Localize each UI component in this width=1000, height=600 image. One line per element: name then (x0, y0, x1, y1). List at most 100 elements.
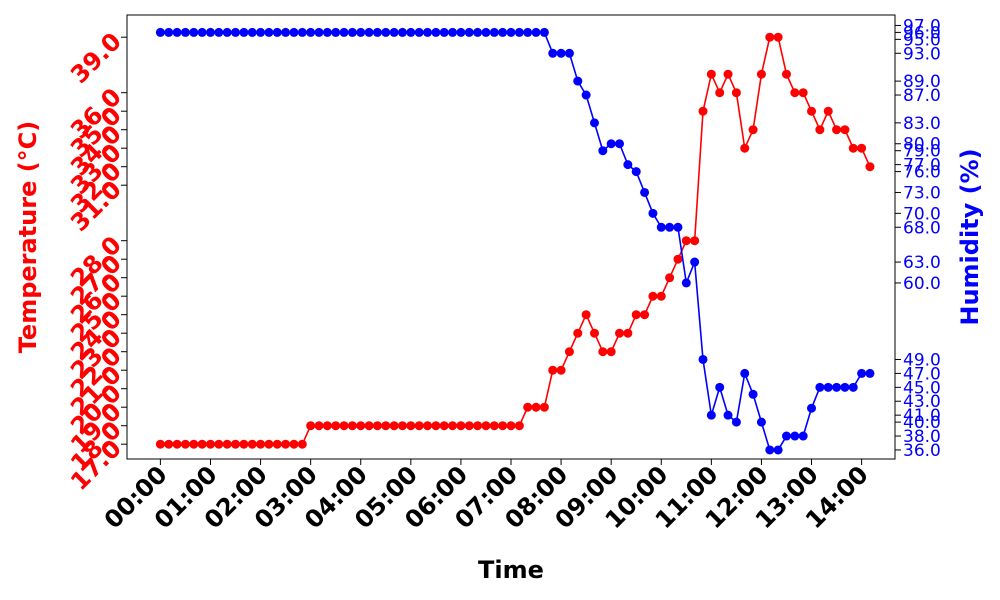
temperature-point (740, 143, 750, 153)
humidity-point (339, 27, 349, 37)
temperature-point (322, 421, 332, 431)
temperature-point (548, 365, 558, 375)
temperature-point (172, 439, 182, 449)
temperature-point (564, 347, 574, 357)
temperature-point (389, 421, 399, 431)
humidity-point (548, 48, 558, 58)
temperature-point (205, 439, 215, 449)
humidity-point (748, 389, 758, 399)
temperature-point (297, 439, 307, 449)
humidity-point (606, 139, 616, 149)
temperature-point (372, 421, 382, 431)
temperature-point (431, 421, 441, 431)
humidity-point (155, 27, 165, 37)
temperature-point (748, 125, 758, 135)
right-tick-label: 96.0 (903, 23, 941, 43)
temperature-point (281, 439, 291, 449)
temperature-point (356, 421, 366, 431)
humidity-point (740, 368, 750, 378)
temperature-point (306, 421, 316, 431)
humidity-point (297, 27, 307, 37)
right-tick-label: 87.0 (903, 86, 941, 106)
humidity-point (372, 27, 382, 37)
right-tick-label: 80.0 (903, 135, 941, 155)
humidity-point (264, 27, 274, 37)
humidity-point (281, 27, 291, 37)
right-tick-label: 60.0 (903, 274, 941, 294)
humidity-point (456, 27, 466, 37)
humidity-point (164, 27, 174, 37)
humidity-point (489, 27, 499, 37)
humidity-point (631, 167, 641, 177)
temperature-point (790, 88, 800, 98)
humidity-point (381, 27, 391, 37)
temperature-point (756, 69, 766, 79)
temperature-point (698, 106, 708, 116)
temperature-point (815, 125, 825, 135)
humidity-point (731, 417, 741, 427)
humidity-point (448, 27, 458, 37)
right-tick-label: 76.0 (903, 163, 941, 183)
humidity-point (665, 222, 675, 232)
humidity-point (231, 27, 241, 37)
humidity-point (573, 76, 583, 86)
temperature-point (264, 439, 274, 449)
temperature-point (731, 88, 741, 98)
humidity-point (681, 278, 691, 288)
temperature-point (573, 328, 583, 338)
temperature-point (840, 125, 850, 135)
humidity-point (790, 431, 800, 441)
humidity-point (431, 27, 441, 37)
humidity-point (848, 382, 858, 392)
temperature-point (723, 69, 733, 79)
temperature-point (381, 421, 391, 431)
temperature-point (531, 402, 541, 412)
temperature-point (498, 421, 508, 431)
temperature-point (832, 125, 842, 135)
temperature-point (464, 421, 474, 431)
temperature-point (231, 439, 241, 449)
temperature-point (189, 439, 199, 449)
humidity-point (397, 27, 407, 37)
temperature-point (539, 402, 549, 412)
temperature-point (222, 439, 232, 449)
right-tick-label: 97.0 (903, 16, 941, 36)
humidity-point (189, 27, 199, 37)
humidity-point (807, 403, 817, 413)
humidity-point (498, 27, 508, 37)
right-tick-label: 77.0 (903, 156, 941, 176)
humidity-point (205, 27, 215, 37)
humidity-point (314, 27, 324, 37)
humidity-point (473, 27, 483, 37)
temperature-point (598, 347, 608, 357)
right-tick-label: 73.0 (903, 183, 941, 203)
temperature-point (439, 421, 449, 431)
humidity-point (798, 431, 808, 441)
right-tick-label: 47.0 (903, 364, 941, 384)
humidity-point (331, 27, 341, 37)
temperature-point (865, 162, 875, 172)
right-tick-label: 45.0 (903, 378, 941, 398)
temperature-point (807, 106, 817, 116)
temperature-point (456, 421, 466, 431)
temperature-point (239, 439, 249, 449)
humidity-point (406, 27, 416, 37)
humidity-point (781, 431, 791, 441)
temperature-point (397, 421, 407, 431)
temperature-point (489, 421, 499, 431)
temperature-point (289, 439, 299, 449)
humidity-point (539, 27, 549, 37)
temperature-point (214, 439, 224, 449)
humidity-point (389, 27, 399, 37)
humidity-point (222, 27, 232, 37)
right-tick-label: 79.0 (903, 142, 941, 162)
right-tick-label: 43.0 (903, 392, 941, 412)
temperature-point (339, 421, 349, 431)
humidity-point (589, 118, 599, 128)
humidity-point (239, 27, 249, 37)
temperature-point (514, 421, 524, 431)
humidity-point (698, 354, 708, 364)
temperature-point (314, 421, 324, 431)
humidity-point (773, 445, 783, 455)
temperature-point (247, 439, 257, 449)
